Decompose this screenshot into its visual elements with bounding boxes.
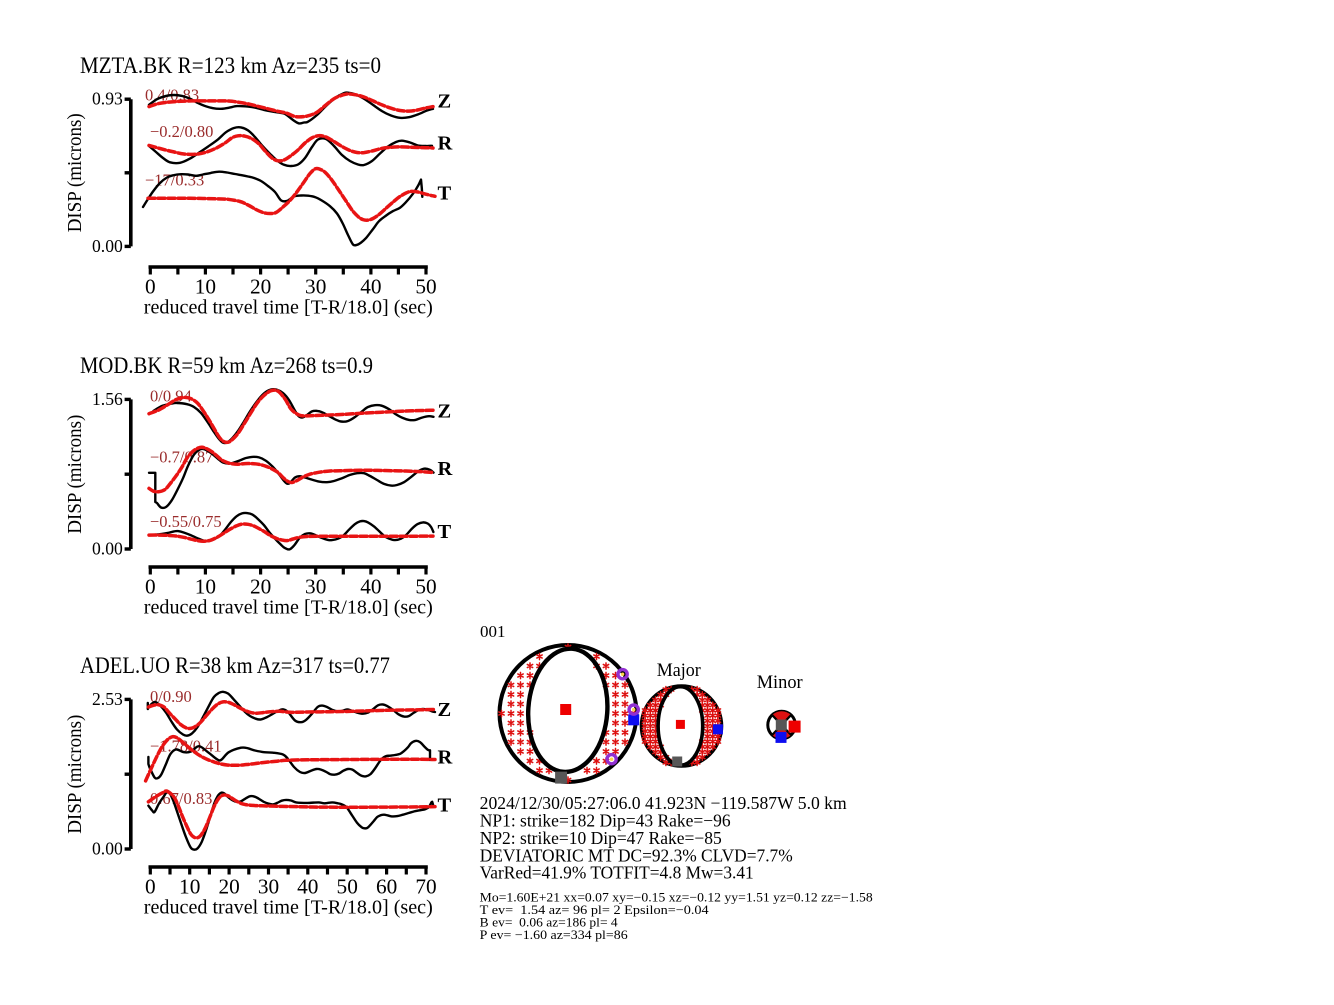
svg-text:10: 10	[195, 574, 216, 598]
svg-text:0/0.90: 0/0.90	[150, 687, 192, 706]
svg-text:T ev= 1.54 az= 96 pl= 2 Epsil: T ev= 1.54 az= 96 pl= 2 Epsilon=−0.04	[480, 903, 710, 917]
svg-text:−0.2/0.80: −0.2/0.80	[150, 122, 213, 141]
svg-text:Mo=1.60E+21 xx=0.07 xy=−0.15 x: Mo=1.60E+21 xx=0.07 xy=−0.15 xz=−0.12 yy…	[480, 890, 873, 904]
svg-text:DISP (microns): DISP (microns)	[65, 113, 86, 232]
svg-text:R: R	[438, 458, 453, 480]
svg-text:30: 30	[305, 574, 326, 598]
svg-text:0: 0	[145, 574, 156, 598]
svg-text:0: 0	[145, 274, 156, 298]
svg-text:60: 60	[376, 874, 397, 898]
svg-text:T: T	[438, 183, 452, 205]
svg-text:B ev= 0.06 az=186 pl= 4: B ev= 0.06 az=186 pl= 4	[480, 915, 619, 929]
svg-text:−17/0.33: −17/0.33	[145, 171, 204, 190]
svg-text:0: 0	[145, 874, 156, 898]
svg-text:40: 40	[360, 274, 381, 298]
svg-text:reduced travel time [T-R/18.0]: reduced travel time [T-R/18.0] (sec)	[144, 296, 433, 318]
svg-text:NP1: strike=182 Dip=43 Rake=−9: NP1: strike=182 Dip=43 Rake=−96	[480, 811, 731, 831]
svg-text:Z: Z	[438, 699, 452, 721]
svg-text:70: 70	[415, 874, 436, 898]
svg-text:P ev= −1.60 az=334 pl=86: P ev= −1.60 az=334 pl=86	[480, 928, 629, 942]
svg-text:reduced travel time [T-R/18.0]: reduced travel time [T-R/18.0] (sec)	[144, 896, 433, 918]
svg-text:VarRed=41.9% TOTFIT=4.8 Mw=3.4: VarRed=41.9% TOTFIT=4.8 Mw=3.41	[480, 863, 754, 883]
svg-text:30: 30	[305, 274, 326, 298]
svg-text:−0.55/0.75: −0.55/0.75	[150, 512, 222, 531]
svg-text:30: 30	[258, 874, 279, 898]
svg-text:DEVIATORIC MT DC=92.3% CLVD=7.: DEVIATORIC MT DC=92.3% CLVD=7.7%	[480, 845, 793, 865]
svg-text:MOD.BK R=59 km Az=268 ts=0.9: MOD.BK R=59 km Az=268 ts=0.9	[80, 353, 373, 378]
svg-text:40: 40	[360, 574, 381, 598]
svg-text:50: 50	[337, 874, 358, 898]
svg-text:R: R	[438, 133, 453, 155]
svg-text:Z: Z	[438, 401, 452, 423]
svg-text:MZTA.BK R=123 km Az=235 ts=0: MZTA.BK R=123 km Az=235 ts=0	[80, 53, 381, 78]
svg-text:10: 10	[179, 874, 200, 898]
svg-text:10: 10	[195, 274, 216, 298]
svg-text:2.53: 2.53	[92, 689, 123, 709]
svg-text:20: 20	[250, 574, 271, 598]
svg-text:reduced travel time [T-R/18.0]: reduced travel time [T-R/18.0] (sec)	[144, 596, 433, 618]
svg-text:NP2: strike=10 Dip=47 Rake=−85: NP2: strike=10 Dip=47 Rake=−85	[480, 828, 722, 848]
svg-text:1.56: 1.56	[92, 389, 123, 409]
svg-text:T: T	[438, 521, 452, 543]
svg-text:T: T	[438, 795, 452, 817]
svg-text:20: 20	[250, 274, 271, 298]
svg-text:Minor: Minor	[757, 672, 804, 693]
svg-text:R: R	[438, 747, 453, 769]
svg-text:Z: Z	[438, 91, 452, 113]
svg-text:50: 50	[415, 274, 436, 298]
svg-text:2024/12/30/05:27:06.0 41.923N: 2024/12/30/05:27:06.0 41.923N −119.587W …	[480, 793, 847, 813]
svg-text:DISP (microns): DISP (microns)	[65, 415, 86, 534]
svg-text:0/0.94: 0/0.94	[150, 387, 192, 406]
svg-text:0.00: 0.00	[92, 838, 123, 858]
svg-text:ADEL.UO R=38 km Az=317 ts=0.77: ADEL.UO R=38 km Az=317 ts=0.77	[80, 653, 390, 678]
svg-text:0.00: 0.00	[92, 538, 123, 558]
svg-text:40: 40	[297, 874, 318, 898]
svg-text:Major: Major	[657, 660, 702, 681]
svg-text:50: 50	[415, 574, 436, 598]
svg-text:0.00: 0.00	[92, 236, 123, 256]
svg-text:20: 20	[218, 874, 239, 898]
svg-text:001: 001	[480, 622, 506, 641]
svg-text:DISP (microns): DISP (microns)	[65, 715, 86, 834]
svg-text:0.93: 0.93	[92, 89, 123, 109]
